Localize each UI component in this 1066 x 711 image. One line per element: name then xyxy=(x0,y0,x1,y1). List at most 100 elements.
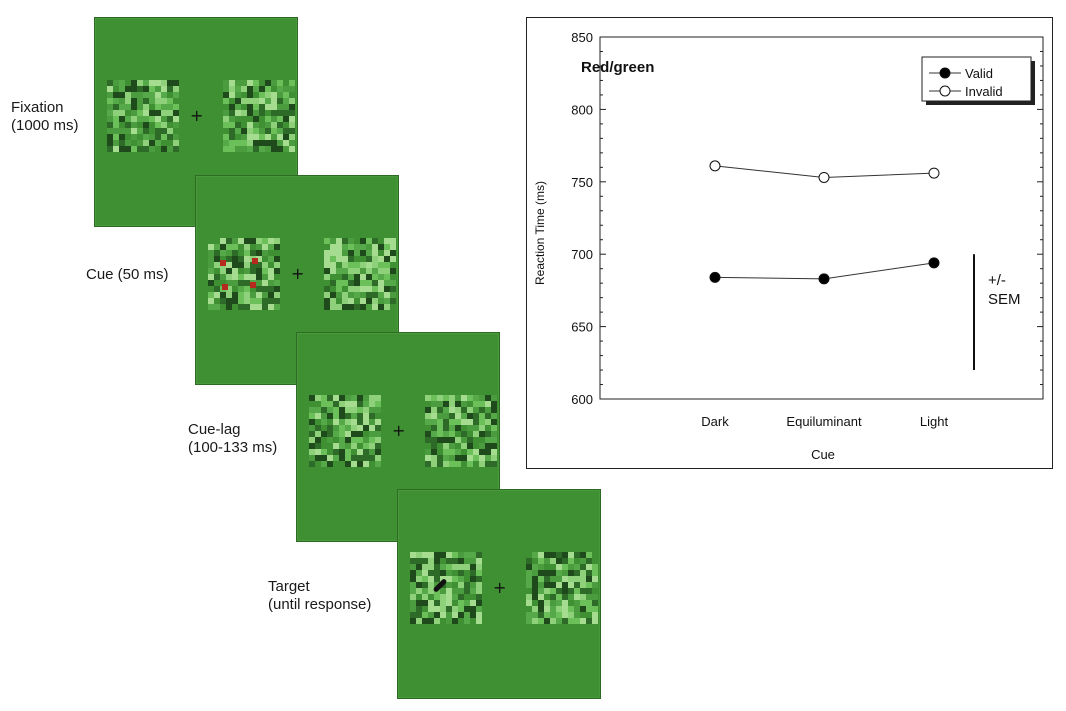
noise-cell xyxy=(449,401,455,407)
noise-cell xyxy=(526,594,532,600)
noise-cell xyxy=(422,600,428,606)
noise-cell xyxy=(161,134,167,140)
noise-cell xyxy=(167,140,173,146)
noise-cell xyxy=(214,262,220,268)
noise-cell xyxy=(348,238,354,244)
noise-cell xyxy=(449,437,455,443)
noise-cell xyxy=(437,431,443,437)
noise-cell xyxy=(265,134,271,140)
noise-cell xyxy=(378,280,384,286)
noise-cell xyxy=(410,582,416,588)
noise-cell xyxy=(324,244,330,250)
noise-cell xyxy=(241,122,247,128)
noise-cell xyxy=(592,552,598,558)
noise-cell xyxy=(357,443,363,449)
noise-cell xyxy=(333,443,339,449)
noise-cell xyxy=(256,256,262,262)
noise-cell xyxy=(289,146,295,152)
noise-cell xyxy=(434,606,440,612)
noise-cell xyxy=(348,244,354,250)
noise-cell xyxy=(366,268,372,274)
noise-cell xyxy=(235,98,241,104)
target-panel: + xyxy=(397,489,601,699)
noise-cell xyxy=(425,419,431,425)
noise-cell xyxy=(562,600,568,606)
noise-cell xyxy=(390,304,396,310)
noise-cell xyxy=(274,274,280,280)
noise-cell xyxy=(250,250,256,256)
noise-cell xyxy=(268,274,274,280)
noise-cell xyxy=(131,110,137,116)
noise-cell xyxy=(155,140,161,146)
noise-cell xyxy=(113,98,119,104)
noise-cell xyxy=(491,419,497,425)
noise-cell xyxy=(467,431,473,437)
fixation-cross: + xyxy=(291,264,305,283)
noise-cell xyxy=(390,238,396,244)
noise-cell xyxy=(283,104,289,110)
noise-cell xyxy=(580,570,586,576)
noise-cell xyxy=(363,413,369,419)
noise-cell xyxy=(425,425,431,431)
data-point-invalid xyxy=(709,160,721,172)
noise-cell xyxy=(434,618,440,624)
noise-cell xyxy=(155,104,161,110)
noise-cell xyxy=(425,437,431,443)
noise-cell xyxy=(220,256,226,262)
noise-cell xyxy=(330,256,336,262)
noise-cell xyxy=(416,618,422,624)
noise-cell xyxy=(333,455,339,461)
noise-cell xyxy=(119,80,125,86)
noise-cell xyxy=(167,110,173,116)
noise-cell xyxy=(226,250,232,256)
noise-cell xyxy=(336,256,342,262)
noise-cell xyxy=(440,552,446,558)
noise-cell xyxy=(428,558,434,564)
noise-cell xyxy=(253,92,259,98)
noise-cell xyxy=(586,612,592,618)
noise-cell xyxy=(425,449,431,455)
cue-dot xyxy=(220,260,226,266)
noise-cell xyxy=(223,80,229,86)
noise-cell xyxy=(324,274,330,280)
noise-cell xyxy=(223,140,229,146)
noise-cell xyxy=(360,286,366,292)
noise-cell xyxy=(455,449,461,455)
noise-cell xyxy=(262,262,268,268)
noise-cell xyxy=(223,92,229,98)
noise-cell xyxy=(253,104,259,110)
legend-marker-valid xyxy=(939,67,951,79)
noise-cell xyxy=(485,395,491,401)
noise-cell xyxy=(232,274,238,280)
noise-cell xyxy=(262,244,268,250)
noise-cell xyxy=(238,280,244,286)
x-tick-label: Light xyxy=(920,414,949,429)
noise-cell xyxy=(556,612,562,618)
noise-cell xyxy=(354,262,360,268)
noise-cell xyxy=(113,80,119,86)
noise-cell xyxy=(491,437,497,443)
noise-patch-left xyxy=(410,552,482,624)
noise-cell xyxy=(485,443,491,449)
noise-cell xyxy=(321,461,327,467)
noise-cell xyxy=(345,395,351,401)
noise-cell xyxy=(214,280,220,286)
noise-cell xyxy=(410,570,416,576)
noise-cell xyxy=(416,570,422,576)
noise-cell xyxy=(437,455,443,461)
noise-cell xyxy=(235,80,241,86)
noise-cell xyxy=(550,618,556,624)
noise-cell xyxy=(586,600,592,606)
noise-cell xyxy=(321,401,327,407)
noise-cell xyxy=(538,612,544,618)
noise-cell xyxy=(238,286,244,292)
noise-cell xyxy=(265,146,271,152)
noise-cell xyxy=(131,128,137,134)
noise-cell xyxy=(470,612,476,618)
noise-cell xyxy=(149,128,155,134)
noise-cell xyxy=(476,558,482,564)
noise-cell xyxy=(119,128,125,134)
noise-cell xyxy=(464,552,470,558)
noise-cell xyxy=(532,618,538,624)
noise-cell xyxy=(119,116,125,122)
